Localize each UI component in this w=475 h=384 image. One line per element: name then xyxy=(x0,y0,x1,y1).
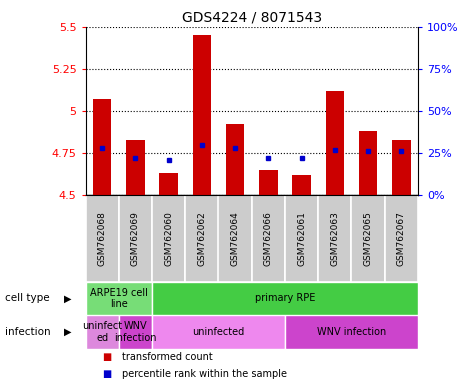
Text: WNV
infection: WNV infection xyxy=(114,321,157,343)
Bar xyxy=(285,195,318,281)
Text: GSM762064: GSM762064 xyxy=(231,211,239,266)
Text: GSM762067: GSM762067 xyxy=(397,211,406,266)
Bar xyxy=(392,140,410,195)
Text: primary RPE: primary RPE xyxy=(255,293,315,303)
Text: ARPE19 cell
line: ARPE19 cell line xyxy=(90,288,148,309)
Text: GSM762062: GSM762062 xyxy=(198,211,206,266)
Bar xyxy=(86,195,119,281)
Text: infection: infection xyxy=(5,327,50,337)
Text: GSM762066: GSM762066 xyxy=(264,211,273,266)
Bar xyxy=(293,175,311,195)
Bar xyxy=(86,281,152,315)
Bar xyxy=(126,140,144,195)
Bar xyxy=(218,195,252,281)
Bar xyxy=(86,315,119,349)
Bar xyxy=(119,315,152,349)
Bar xyxy=(193,35,211,195)
Text: ■: ■ xyxy=(102,369,111,379)
Text: ■: ■ xyxy=(102,352,111,362)
Bar xyxy=(285,315,418,349)
Text: uninfect
ed: uninfect ed xyxy=(82,321,122,343)
Text: GSM762061: GSM762061 xyxy=(297,211,306,266)
Text: percentile rank within the sample: percentile rank within the sample xyxy=(122,369,287,379)
Bar xyxy=(252,195,285,281)
Text: GSM762065: GSM762065 xyxy=(364,211,372,266)
Bar xyxy=(152,195,185,281)
Bar xyxy=(152,315,285,349)
Bar xyxy=(259,170,277,195)
Bar xyxy=(359,131,377,195)
Bar xyxy=(185,195,218,281)
Text: GSM762063: GSM762063 xyxy=(331,211,339,266)
Text: transformed count: transformed count xyxy=(122,352,213,362)
Bar xyxy=(93,99,111,195)
Bar xyxy=(326,91,344,195)
Bar xyxy=(226,124,244,195)
Text: cell type: cell type xyxy=(5,293,49,303)
Bar xyxy=(119,195,152,281)
Text: uninfected: uninfected xyxy=(192,327,245,337)
Title: GDS4224 / 8071543: GDS4224 / 8071543 xyxy=(181,10,322,24)
Bar xyxy=(152,281,418,315)
Bar xyxy=(352,195,385,281)
Text: ▶: ▶ xyxy=(64,327,72,337)
Bar xyxy=(385,195,418,281)
Text: GSM762060: GSM762060 xyxy=(164,211,173,266)
Text: WNV infection: WNV infection xyxy=(317,327,386,337)
Bar xyxy=(318,195,352,281)
Text: GSM762068: GSM762068 xyxy=(98,211,106,266)
Text: ▶: ▶ xyxy=(64,293,72,303)
Bar xyxy=(160,173,178,195)
Text: GSM762069: GSM762069 xyxy=(131,211,140,266)
